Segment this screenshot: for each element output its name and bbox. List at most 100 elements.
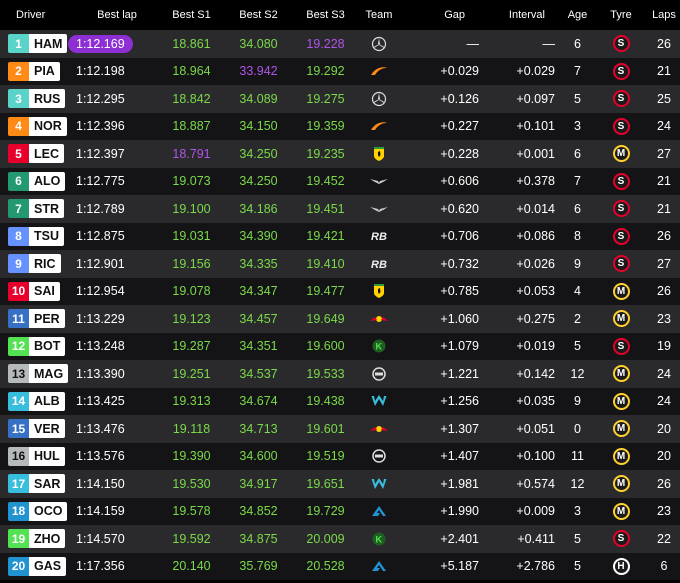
tyre-age-value: 5 [574, 339, 581, 354]
best-lap-cell: 1:17.356 [76, 558, 158, 574]
table-row[interactable]: 13 MAG 1:13.390 19.251 34.537 19.533 +1.221 +0.… [0, 360, 680, 388]
table-row[interactable]: 7 STR 1:12.789 19.100 34.186 19.451 +0.620 +0.0… [0, 195, 680, 223]
table-row[interactable]: 16 HUL 1:13.576 19.390 34.600 19.519 +1.407 +0.… [0, 442, 680, 470]
best-lap-value: 1:12.954 [76, 284, 125, 299]
laps-value: 23 [657, 504, 671, 519]
table-row[interactable]: 5 LEC 1:12.397 18.791 34.250 19.235 +0.228 +0.0… [0, 140, 680, 168]
tyre-age-value: 7 [574, 64, 581, 79]
table-row[interactable]: 12 BOT 1:13.248 19.287 34.351 19.600 K +1.079 +0… [0, 332, 680, 360]
header-age[interactable]: Age [567, 9, 588, 21]
table-row[interactable]: 19 ZHO 1:14.570 19.592 34.875 20.009 K +2.401 +0… [0, 525, 680, 553]
gap-value: +1.981 [440, 476, 479, 491]
table-row[interactable]: 14 ALB 1:13.425 19.313 34.674 19.438 +1.256 +0.… [0, 387, 680, 415]
kick-sauber-icon: K [359, 339, 399, 353]
driver-code: ZHO [29, 529, 66, 549]
interval-value: +0.097 [516, 91, 555, 106]
best-s2-value: 34.917 [239, 476, 278, 491]
tyre-cell: S [596, 62, 646, 80]
haas-logo-icon [359, 367, 399, 381]
best-s3-value: 19.359 [306, 119, 345, 134]
gap-value: +1.221 [440, 366, 479, 381]
table-row[interactable]: 20 GAS 1:17.356 20.140 35.769 20.528 +5.187 +2.… [0, 552, 680, 580]
laps-value: 20 [657, 421, 671, 436]
rb-logo-icon: RB [359, 257, 399, 271]
header-best-s3[interactable]: Best S3 [306, 9, 345, 21]
best-lap-value: 1:12.901 [76, 256, 125, 271]
driver-code: PER [29, 309, 65, 329]
header-best-s2[interactable]: Best S2 [239, 9, 278, 21]
table-row[interactable]: 15 VER 1:13.476 19.118 34.713 19.601 +1.307 +0.… [0, 415, 680, 443]
tyre-cell: M [596, 502, 646, 520]
tyre-cell: S [596, 337, 646, 355]
best-lap-cell: 1:12.397 [76, 146, 158, 162]
position-badge: 17 [8, 474, 29, 494]
table-row[interactable]: 1 HAM 1:12.169 18.861 34.080 19.228 — — 6 S 26 [0, 30, 680, 58]
driver-code: MAG [29, 364, 69, 384]
position-badge: 1 [8, 34, 29, 54]
interval-value: +0.086 [516, 229, 555, 244]
best-s1-value: 19.592 [172, 531, 211, 546]
best-s2-value: 33.942 [239, 64, 278, 79]
driver-cell: 11 PER [0, 309, 76, 329]
interval-value: +0.009 [516, 504, 555, 519]
table-row[interactable]: 9 RIC 1:12.901 19.156 34.335 19.410 RB +0.732 +0… [0, 250, 680, 278]
best-s2-value: 34.250 [239, 174, 278, 189]
tyre-age-value: 9 [574, 394, 581, 409]
tyre-compound-icon: M [612, 145, 630, 163]
tyre-cell: M [596, 282, 646, 300]
driver-code: PIA [29, 61, 60, 81]
gap-value: +1.407 [440, 449, 479, 464]
tyre-age-value: 6 [574, 201, 581, 216]
best-lap-value: 1:13.576 [76, 449, 125, 464]
header-best-s1[interactable]: Best S1 [172, 9, 211, 21]
laps-value: 24 [657, 394, 671, 409]
tyre-cell: S [596, 200, 646, 218]
interval-value: +0.026 [516, 256, 555, 271]
header-best-lap[interactable]: Best lap [97, 9, 137, 21]
table-row[interactable]: 8 TSU 1:12.875 19.031 34.390 19.421 RB +0.706 +0… [0, 222, 680, 250]
tyre-age-value: 5 [574, 91, 581, 106]
table-row[interactable]: 4 NOR 1:12.396 18.887 34.150 19.359 +0.227 +0.1… [0, 112, 680, 140]
tyre-compound-icon: S [612, 200, 630, 218]
table-row[interactable]: 6 ALO 1:12.775 19.073 34.250 19.452 +0.606 +0.3… [0, 167, 680, 195]
tyre-age-value: 6 [574, 146, 581, 161]
best-lap-cell: 1:12.198 [76, 63, 158, 79]
header-laps[interactable]: Laps [652, 9, 676, 21]
best-lap-cell: 1:12.396 [76, 118, 158, 134]
table-row[interactable]: 11 PER 1:13.229 19.123 34.457 19.649 +1.060 +0.… [0, 305, 680, 333]
header-driver[interactable]: Driver [16, 9, 46, 21]
tyre-age-value: 4 [574, 284, 581, 299]
table-row[interactable]: 17 SAR 1:14.150 19.530 34.917 19.651 +1.981 +0.… [0, 470, 680, 498]
laps-value: 21 [657, 64, 671, 79]
driver-code: OCO [29, 501, 68, 521]
laps-value: 26 [657, 284, 671, 299]
best-s3-value: 19.235 [306, 146, 345, 161]
best-s3-value: 19.292 [306, 64, 345, 79]
gap-value: +0.029 [440, 64, 479, 79]
laps-value: 27 [657, 146, 671, 161]
tyre-age-value: 5 [574, 559, 581, 574]
laps-value: 19 [657, 339, 671, 354]
tyre-compound-icon: S [612, 172, 630, 190]
table-row[interactable]: 18 OCO 1:14.159 19.578 34.852 19.729 +1.990 +0.… [0, 497, 680, 525]
best-lap-cell: 1:12.875 [76, 228, 158, 244]
position-badge: 12 [8, 336, 29, 356]
tyre-age-value: 8 [574, 229, 581, 244]
driver-cell: 2 PIA [0, 61, 76, 81]
table-row[interactable]: 10 SAI 1:12.954 19.078 34.347 19.477 +0.785 +0.… [0, 277, 680, 305]
header-gap[interactable]: Gap [444, 9, 465, 21]
interval-value: +0.275 [516, 311, 555, 326]
tyre-age-value: 3 [574, 119, 581, 134]
svg-text:RB: RB [371, 259, 387, 271]
table-row[interactable]: 2 PIA 1:12.198 18.964 33.942 19.292 +0.029 +0.0… [0, 57, 680, 85]
best-lap-value: 1:14.570 [76, 531, 125, 546]
header-team[interactable]: Team [365, 9, 393, 21]
gap-value: +1.990 [440, 504, 479, 519]
best-s3-value: 19.228 [306, 36, 345, 51]
header-interval[interactable]: Interval [508, 9, 545, 21]
header-tyre[interactable]: Tyre [610, 9, 632, 21]
best-s3-value: 20.009 [306, 531, 345, 546]
driver-cell: 15 VER [0, 419, 76, 439]
table-row[interactable]: 3 RUS 1:12.295 18.842 34.089 19.275 +0.126 +0.0… [0, 85, 680, 113]
position-badge: 15 [8, 419, 29, 439]
